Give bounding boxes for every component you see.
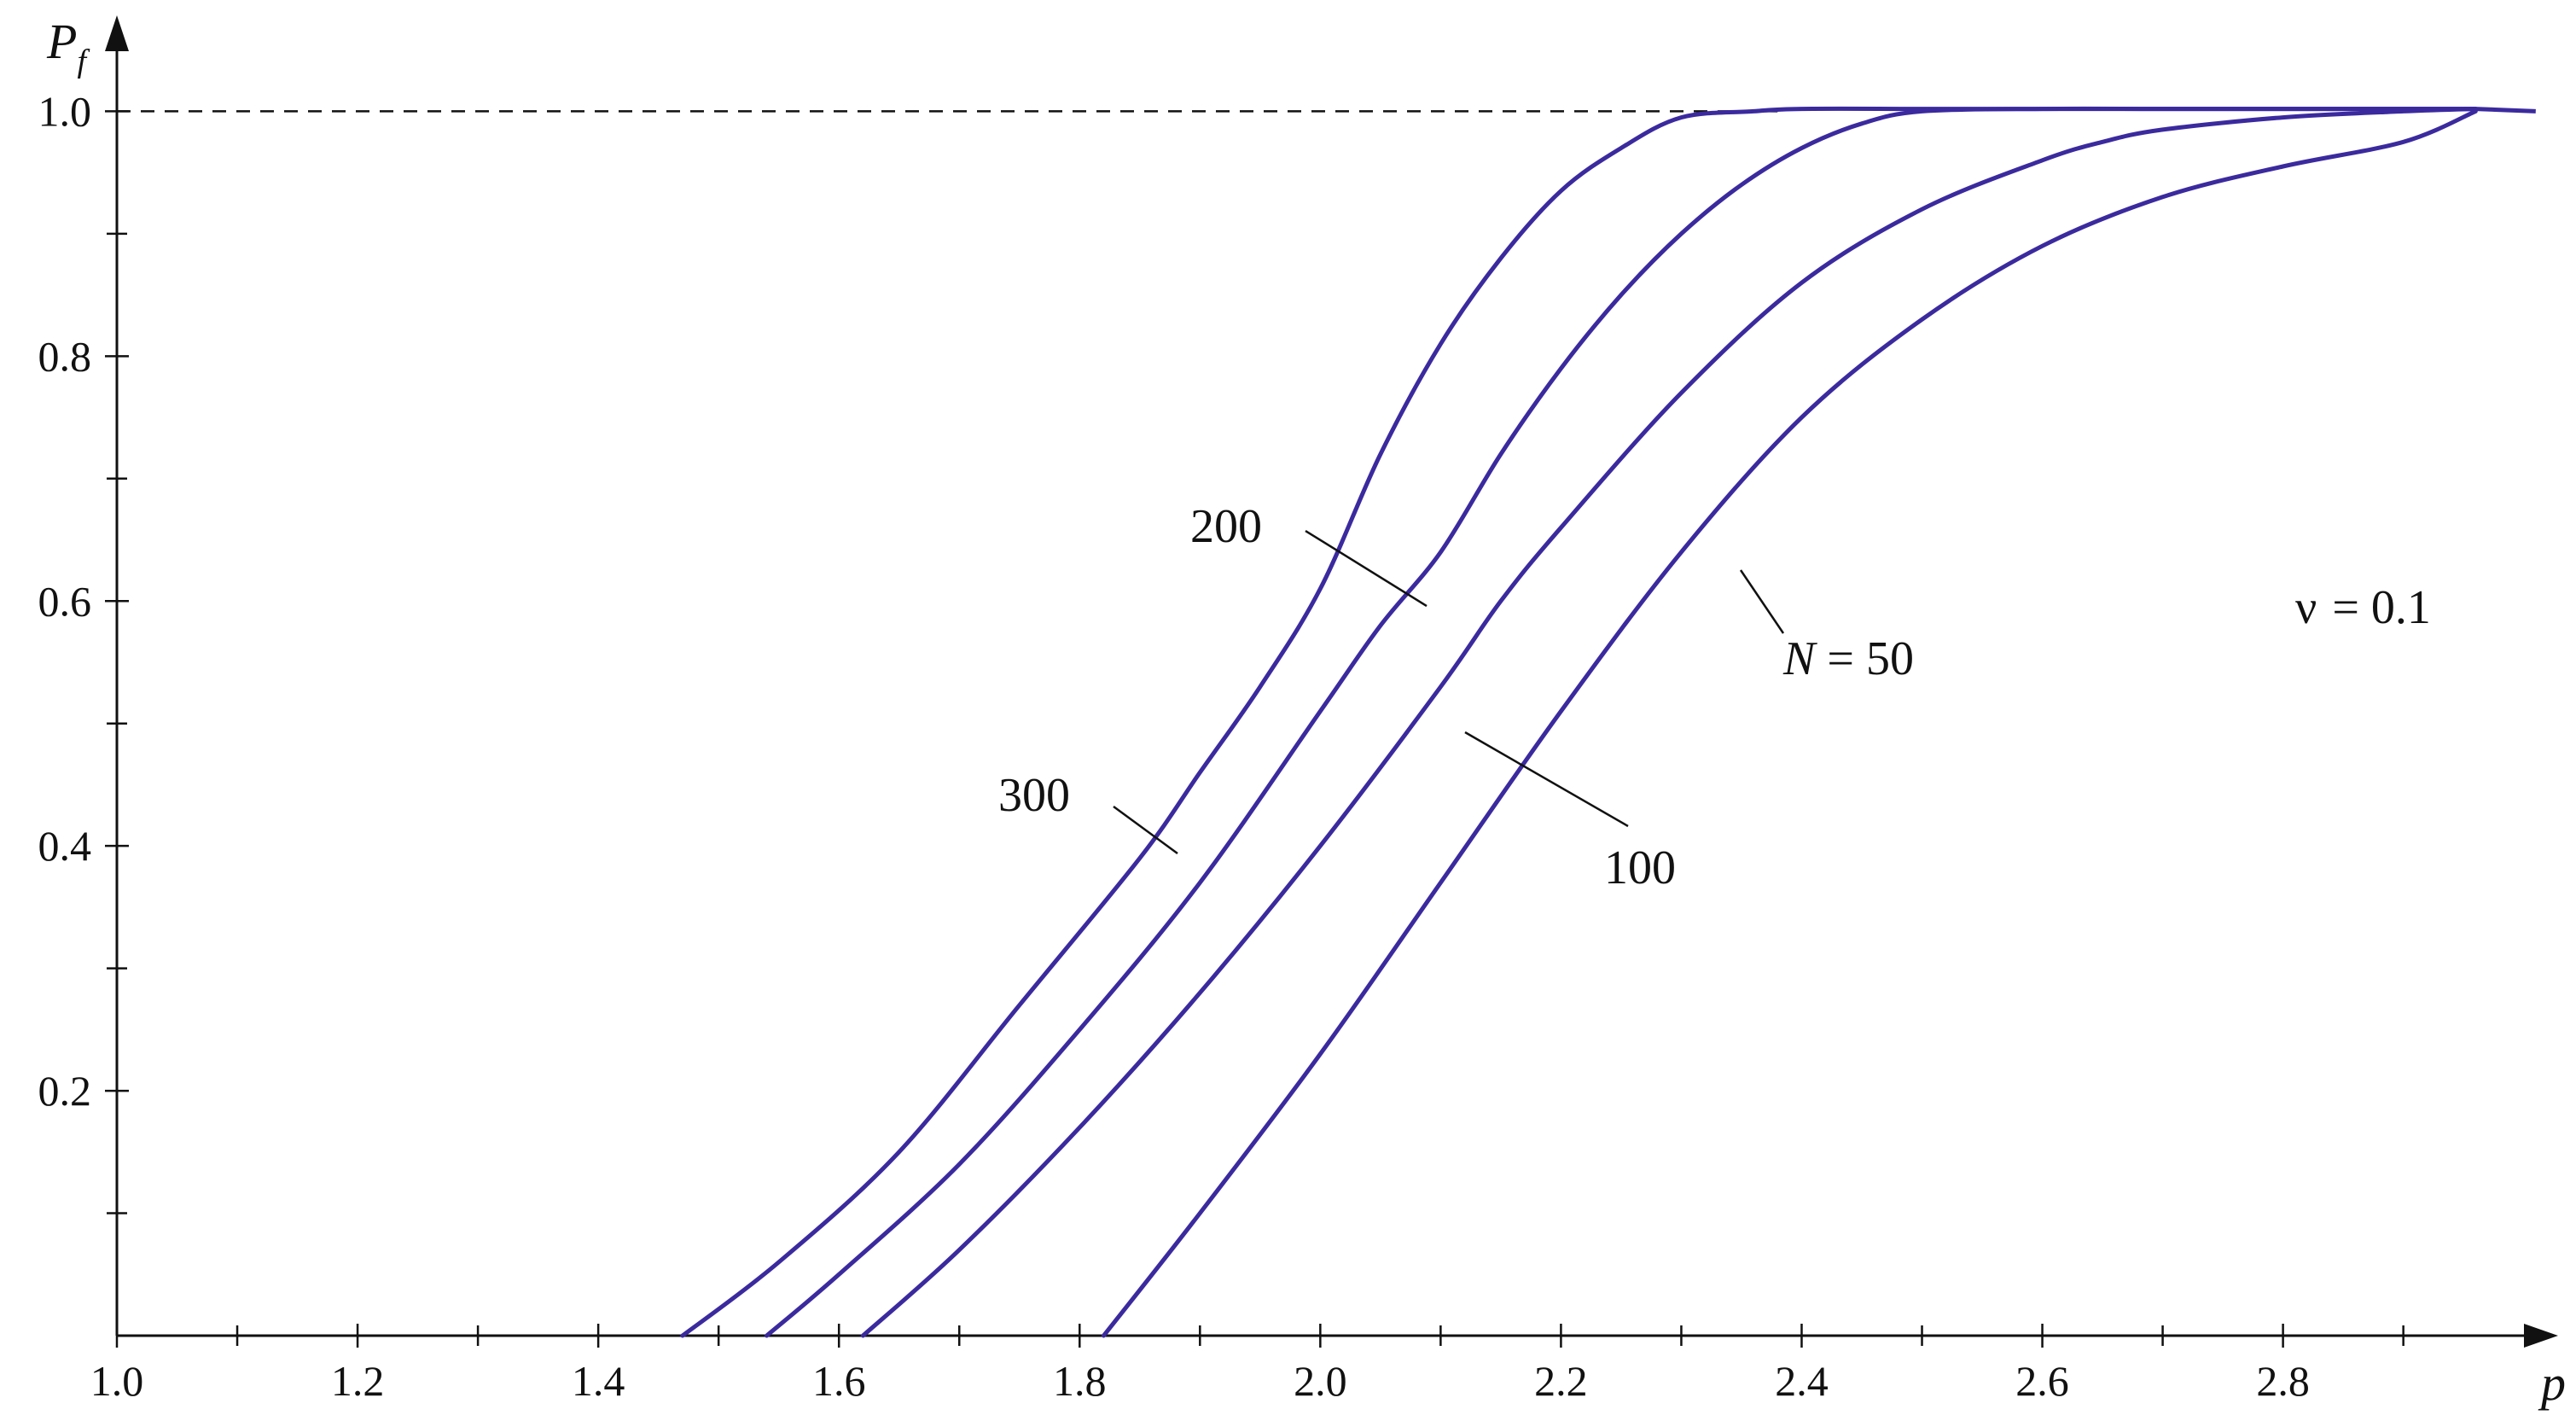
curve-label: 300 [998,769,1070,822]
x-tick-label: 2.2 [1534,1357,1588,1405]
chart-labels: 300 200 100 N = 50 [998,500,1914,894]
y-axis-title-subscript: f [77,44,90,79]
x-tick-label: 1.2 [331,1357,385,1405]
x-tick-label: 1.6 [812,1357,866,1405]
series-line [860,107,2478,1338]
y-tick-label: 0.8 [38,332,92,380]
chart-axes [105,15,2558,1348]
y-tick-label: 0.2 [38,1067,92,1115]
x-axis-arrow [2524,1324,2558,1348]
y-tick-label: 0.4 [38,822,92,870]
y-axis-title-main: P [46,14,77,69]
x-tick-label: 1.8 [1053,1357,1107,1405]
x-tick-label: 2.6 [2015,1357,2069,1405]
parameter-annotation: ν = 0.1 [2295,581,2431,634]
x-tick-label: 2.0 [1294,1357,1347,1405]
series-tail [2475,107,2536,114]
y-tick-label: 1.0 [38,87,92,135]
x-tick-label: 2.4 [1775,1357,1829,1405]
x-tick-label: 1.0 [90,1357,144,1405]
chart-label-leaders [1113,529,1785,855]
label-leader-line [1739,569,1785,634]
label-leader-line [1464,731,1629,828]
label-leader-line [1305,529,1428,608]
x-axis-title: p [2538,1355,2566,1411]
curve-label-rest: = 50 [1827,632,1914,685]
series-line [765,106,2478,1338]
y-tick-label: 0.6 [38,577,92,625]
chart-curves [680,106,2536,1338]
curve-label: 100 [1604,842,1676,894]
curve-label: N = 50 [1782,632,1914,685]
parameter-symbol: ν [2295,581,2317,634]
y-axis-title: Pf [46,14,90,79]
series-line [680,106,2478,1338]
parameter-value: = 0.1 [2332,581,2431,634]
y-axis-arrow [105,15,129,51]
series-line [1102,108,2478,1338]
label-leader-line [1113,805,1178,855]
curve-label: 200 [1190,500,1262,553]
curve-label-italic: N [1782,632,1817,685]
x-tick-label: 2.8 [2256,1357,2310,1405]
x-tick-label: 1.4 [572,1357,625,1405]
chart-ticks: 1.0 1.2 1.4 1.6 1.8 2.0 2.2 2.4 2.6 2.8 0.2 0.4 0.6 0… [38,87,2404,1405]
